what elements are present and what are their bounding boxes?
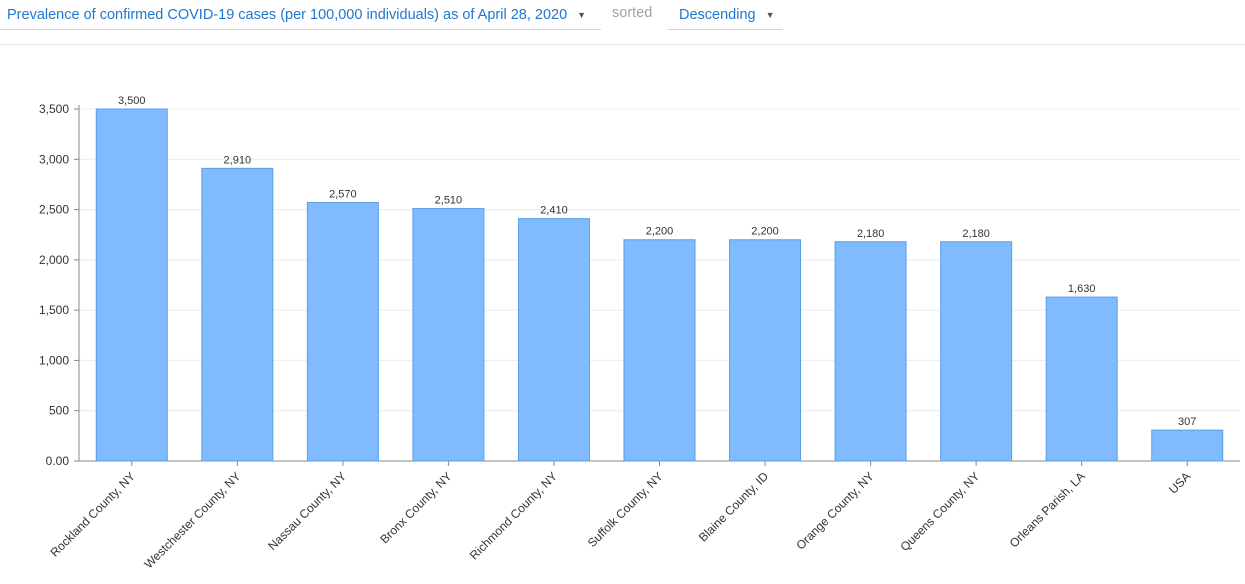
data-label: 2,180	[962, 228, 990, 240]
data-label: 2,200	[751, 226, 779, 238]
bar	[95, 108, 168, 462]
data-label: 2,510	[435, 195, 463, 207]
x-tick-label: Queens County, NY	[898, 469, 983, 554]
x-tick-label: Nassau County, NY	[265, 469, 349, 553]
y-tick-label: 500	[49, 404, 69, 418]
data-label: 3,500	[118, 95, 146, 107]
x-tick-label: Orleans Parish, LA	[1007, 469, 1088, 550]
y-tick-label: 2,500	[39, 203, 69, 217]
y-tick-label: 2,000	[39, 253, 69, 267]
y-tick-label: 0.00	[46, 454, 70, 468]
x-tick-label: Rockland County, NY	[47, 469, 137, 559]
bar	[517, 218, 590, 462]
x-tick-label: Westchester County, NY	[141, 469, 243, 571]
bar	[834, 241, 907, 462]
x-tick-label: Orange County, NY	[793, 469, 876, 552]
y-tick-label: 1,000	[39, 353, 69, 367]
bar	[623, 239, 696, 462]
x-tick-label: Blaine County, ID	[696, 469, 772, 545]
metric-dropdown[interactable]: Prevalence of confirmed COVID-19 cases (…	[0, 0, 601, 30]
data-label: 2,180	[857, 228, 885, 240]
sort-order-dropdown[interactable]: Descending ▼	[668, 0, 783, 30]
data-label: 2,910	[224, 154, 252, 166]
x-tick-label: Suffolk County, NY	[585, 469, 666, 550]
sorted-label: sorted	[612, 5, 653, 21]
data-label: 2,410	[540, 205, 568, 217]
data-label: 1,630	[1068, 283, 1096, 295]
bar	[1151, 429, 1224, 462]
toolbar: Prevalence of confirmed COVID-19 cases (…	[0, 0, 1245, 45]
metric-dropdown-label: Prevalence of confirmed COVID-19 cases (…	[7, 6, 568, 23]
x-tick-label: Richmond County, NY	[467, 469, 560, 562]
data-label: 307	[1178, 416, 1196, 428]
x-tick-label: USA	[1166, 469, 1193, 496]
bar	[729, 239, 802, 462]
x-tick-label: Bronx County, NY	[377, 469, 454, 546]
chevron-down-icon: ▼	[577, 9, 587, 20]
bar	[201, 167, 274, 462]
y-tick-label: 3,000	[39, 152, 69, 166]
y-tick-label: 3,500	[39, 102, 69, 116]
data-label: 2,570	[329, 189, 357, 201]
bar	[940, 241, 1013, 462]
bar	[1045, 296, 1118, 462]
chevron-down-icon: ▼	[765, 9, 775, 20]
data-label: 2,200	[646, 226, 674, 238]
bar	[306, 202, 379, 462]
bar	[412, 208, 485, 462]
bar-chart: 0.00 500 1,000 1,500 2,000 2,500 3,000 3,500 3,5…	[39, 95, 1240, 571]
y-tick-label: 1,500	[39, 303, 69, 317]
sort-order-label: Descending	[679, 6, 756, 23]
